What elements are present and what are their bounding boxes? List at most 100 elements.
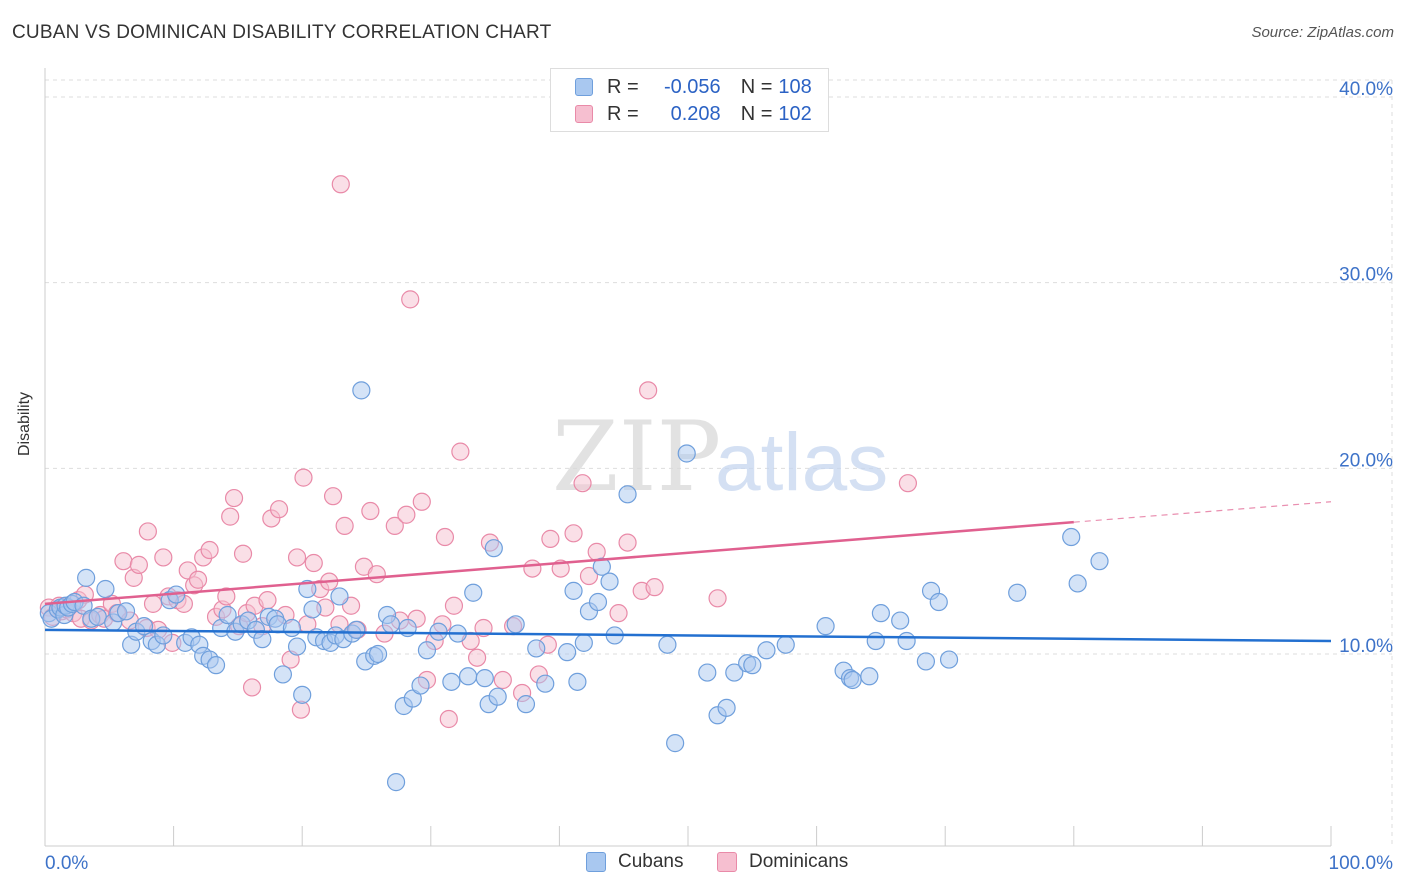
cubans-points [39, 381, 1109, 792]
trend-lines [44, 501, 1332, 643]
dominican-point [258, 591, 277, 610]
x-tick-label: 100.0% [1329, 853, 1394, 874]
dominican-point [114, 552, 133, 571]
watermark-zip: ZIP [552, 401, 721, 513]
cuban-point [866, 631, 885, 651]
dominican-point [143, 594, 163, 613]
tick-labels: 10.0% 20.0% 30.0% 40.0% 0.0% 100.0% [45, 79, 1393, 874]
legend-item-cubans: Cubans [586, 851, 684, 873]
cuban-point [1090, 552, 1109, 571]
chart-title: CUBAN VS DOMINICAN DISABILITY CORRELATIO… [12, 22, 552, 43]
cuban-point [303, 600, 322, 619]
cuban-point [1008, 583, 1027, 602]
legend-row-dominicans: R = 0.208 N = 102 [575, 101, 812, 127]
cuban-point [154, 626, 173, 645]
cuban-point [411, 676, 430, 695]
watermark-atlas: atlas [715, 417, 888, 508]
cuban-point [725, 663, 744, 682]
dominicans-legend-label: Dominicans [749, 851, 849, 872]
watermark: ZIP atlas [552, 401, 888, 513]
cuban-point [536, 674, 555, 693]
cuban-point [871, 604, 891, 623]
cuban-point [558, 643, 577, 662]
cuban-point [506, 615, 525, 634]
dominicans-trend-line-extension [1073, 501, 1332, 523]
cuban-point [417, 641, 437, 660]
dominican-point [639, 381, 658, 400]
dominicans-trend-line [44, 520, 1074, 606]
cuban-point [287, 637, 307, 656]
cuban-point [218, 605, 237, 625]
cuban-point [618, 485, 637, 504]
dominican-point [645, 578, 664, 597]
y-tick-label: 40.0% [1339, 79, 1393, 100]
dominican-point [397, 505, 416, 524]
cuban-point [564, 581, 583, 600]
cuban-point [574, 633, 593, 652]
cubans-swatch [575, 78, 593, 96]
dominican-point [435, 527, 455, 547]
dominican-point [217, 587, 236, 606]
dominican-point [200, 540, 219, 560]
cuban-point [442, 672, 461, 691]
legend-r-label: R = [607, 75, 639, 98]
dominican-point [287, 548, 307, 567]
y-tick-label: 20.0% [1339, 450, 1393, 471]
dominican-point [474, 618, 493, 638]
dominican-point [188, 570, 208, 589]
cuban-point [77, 568, 96, 587]
dominican-point [523, 559, 542, 578]
legend-r-value: -0.056 [663, 75, 721, 98]
cuban-point [293, 685, 312, 704]
cuban-point [368, 644, 388, 664]
dominican-point [467, 648, 487, 667]
cuban-point [96, 579, 115, 599]
cuban-point [600, 572, 619, 591]
cuban-point [352, 381, 371, 400]
dominican-point [269, 500, 289, 519]
dominican-point [573, 474, 592, 493]
correlation-legend: R = -0.056 N = 108 R = 0.208 N = 102 [550, 68, 829, 132]
cuban-point [939, 650, 959, 669]
legend-n-label: N = [740, 75, 773, 98]
cuban-point [458, 667, 478, 686]
dominican-point [224, 488, 244, 508]
cuban-point [475, 669, 494, 688]
cuban-point [1062, 527, 1081, 547]
dominican-point [541, 529, 560, 548]
legend-row-cubans: R = -0.056 N = 108 [575, 74, 812, 100]
cuban-point [116, 602, 136, 621]
dominican-point [401, 290, 420, 309]
cuban-point [743, 656, 762, 675]
dominican-point [221, 507, 240, 526]
dominican-point [444, 596, 464, 615]
cuban-point [206, 656, 226, 675]
cuban-point [298, 579, 317, 599]
dominicans-legend-swatch [717, 852, 737, 872]
dominican-point [361, 501, 380, 521]
dominicans-swatch [575, 105, 593, 123]
cuban-point [282, 618, 302, 638]
dominican-point [233, 544, 253, 563]
dominican-point [138, 522, 157, 541]
cuban-point [488, 687, 507, 706]
dominican-point [154, 548, 173, 567]
cuban-point [1068, 574, 1087, 593]
cuban-point [273, 665, 293, 684]
cuban-point [527, 639, 546, 658]
dominican-point [304, 553, 323, 573]
axis-layer [44, 68, 1332, 847]
x-tick-label: 0.0% [45, 853, 88, 874]
dominican-point [493, 670, 512, 690]
cuban-point [891, 611, 910, 630]
legend-r-value: 0.208 [670, 102, 721, 125]
dominican-point [451, 442, 470, 461]
source-label: Source: ZipAtlas.com [1251, 24, 1394, 41]
dominican-point [609, 604, 628, 623]
cuban-point [464, 583, 483, 602]
dominican-point [323, 487, 343, 506]
dominican-point [439, 709, 458, 729]
cuban-point [717, 698, 736, 717]
cuban-point [843, 670, 862, 690]
